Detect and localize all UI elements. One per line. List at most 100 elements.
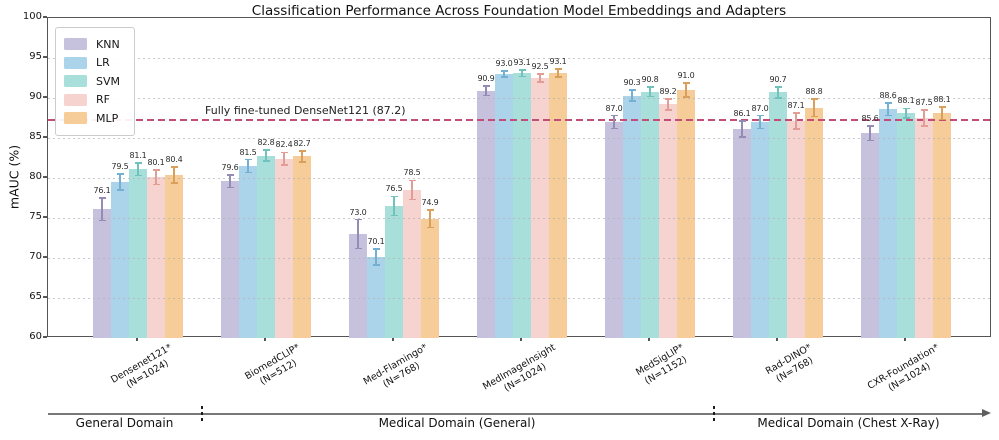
bar-mlp-1 (165, 174, 183, 338)
y-tick-mark (43, 136, 47, 138)
domain-label-3: Medical Domain (Chest X-Ray) (757, 416, 940, 430)
bar-svm-4 (513, 73, 531, 338)
error-bar (667, 98, 669, 110)
error-bar-cap (682, 82, 690, 84)
error-bar (155, 170, 157, 185)
y-tick-mark (43, 256, 47, 258)
bar-value-label: 88.8 (805, 86, 823, 96)
gridline (48, 58, 990, 59)
bar-rf-1 (147, 177, 165, 338)
bar-value-label: 93.1 (513, 58, 531, 67)
error-bar-cap (98, 219, 106, 222)
y-tick-label: 70 (29, 251, 42, 262)
error-bar-cap (682, 96, 690, 98)
error-bar-cap (792, 128, 800, 130)
bar-value-label: 90.8 (641, 74, 659, 84)
bar-value-label: 73.0 (349, 207, 367, 217)
error-bar-cap (518, 75, 526, 78)
error-bar (759, 115, 761, 129)
error-bar (265, 150, 267, 162)
bar-value-label: 86.1 (733, 109, 751, 119)
error-bar-cap (628, 100, 636, 102)
bar-value-label: 88.1 (897, 96, 915, 106)
bar-value-label: 87.1 (787, 101, 805, 111)
domain-divider (201, 406, 203, 422)
bar-rf-5 (659, 104, 677, 338)
bar-value-label: 90.9 (477, 74, 495, 83)
error-bar-cap (902, 107, 910, 110)
error-bar (429, 210, 431, 228)
error-bar-cap (500, 76, 508, 78)
error-bar-cap (536, 81, 544, 83)
legend-swatch-lr (64, 56, 87, 69)
error-bar-cap (774, 86, 782, 88)
error-bar-cap (152, 169, 160, 171)
bar-value-label: 89.2 (659, 86, 677, 96)
bar-value-label: 92.5 (531, 62, 549, 71)
legend-swatch-rf (64, 93, 87, 106)
error-bar (137, 162, 139, 176)
y-tick-label: 65 (29, 291, 42, 302)
bar-rf-3 (403, 190, 421, 338)
error-bar (887, 102, 889, 116)
error-bar (631, 90, 633, 102)
error-bar (613, 115, 615, 129)
domain-label-1: General Domain (75, 416, 174, 430)
legend: KNN LR SVM RF MLP (55, 27, 135, 136)
bar-svm-5 (641, 91, 659, 338)
bar-knn-2 (221, 181, 239, 338)
error-bar-cap (938, 118, 946, 121)
error-bar-cap (610, 114, 618, 117)
bar-rf-2 (275, 158, 293, 338)
error-bar (173, 166, 175, 183)
bar-value-label: 93.1 (549, 57, 567, 67)
error-bar (485, 86, 487, 96)
error-bar-cap (866, 125, 874, 127)
bar-value-label: 85.6 (861, 114, 879, 123)
plot-area: 76.1 79.6 73.0 90.9 87.0 86.1 85.6 79.5 81.5 70.1… (47, 17, 991, 338)
domain-divider (713, 406, 715, 422)
bar-value-label: 76.1 (93, 186, 111, 195)
y-tick-mark (43, 216, 47, 218)
error-bar-cap (518, 69, 526, 71)
legend-item-mlp: MLP (64, 109, 120, 128)
x-tick-mark (648, 337, 650, 341)
y-tick-mark (43, 176, 47, 178)
y-tick-label: 95 (29, 51, 42, 62)
bar-rf-6 (787, 121, 805, 338)
error-bar-cap (354, 247, 362, 250)
bar-value-label: 90.7 (769, 74, 787, 84)
error-bar-cap (408, 179, 416, 182)
legend-label: LR (96, 56, 110, 70)
bar-value-label: 82.8 (257, 138, 275, 147)
error-bar-cap (226, 174, 234, 176)
error-bar (777, 86, 779, 98)
error-bar-cap (646, 95, 654, 98)
bar-value-label: 81.5 (239, 147, 257, 157)
y-tick-mark (43, 296, 47, 298)
gridline (48, 298, 990, 299)
error-bar (247, 159, 249, 173)
bar-value-label: 93.0 (495, 58, 513, 68)
error-bar-cap (920, 109, 928, 111)
bar-value-label: 79.6 (221, 162, 239, 172)
error-bar-cap (756, 127, 764, 130)
bar-svm-2 (257, 155, 275, 338)
y-tick-label: 60 (29, 331, 42, 342)
error-bar (905, 108, 907, 118)
x-tick-mark (264, 337, 266, 341)
error-bar (649, 86, 651, 97)
error-bar-cap (134, 174, 142, 177)
gridline (48, 258, 990, 259)
bar-value-label: 80.1 (147, 158, 165, 167)
bar-value-label: 88.6 (879, 90, 897, 100)
error-bar-cap (500, 70, 508, 72)
bar-svm-3 (385, 206, 403, 338)
error-bar-cap (628, 89, 636, 91)
bar-lr-5 (623, 95, 641, 338)
error-bar-cap (134, 162, 142, 164)
bar-value-label: 91.0 (677, 70, 695, 80)
bar-lr-2 (239, 166, 257, 338)
legend-label: KNN (96, 37, 120, 51)
bar-value-label: 88.1 (933, 94, 951, 104)
